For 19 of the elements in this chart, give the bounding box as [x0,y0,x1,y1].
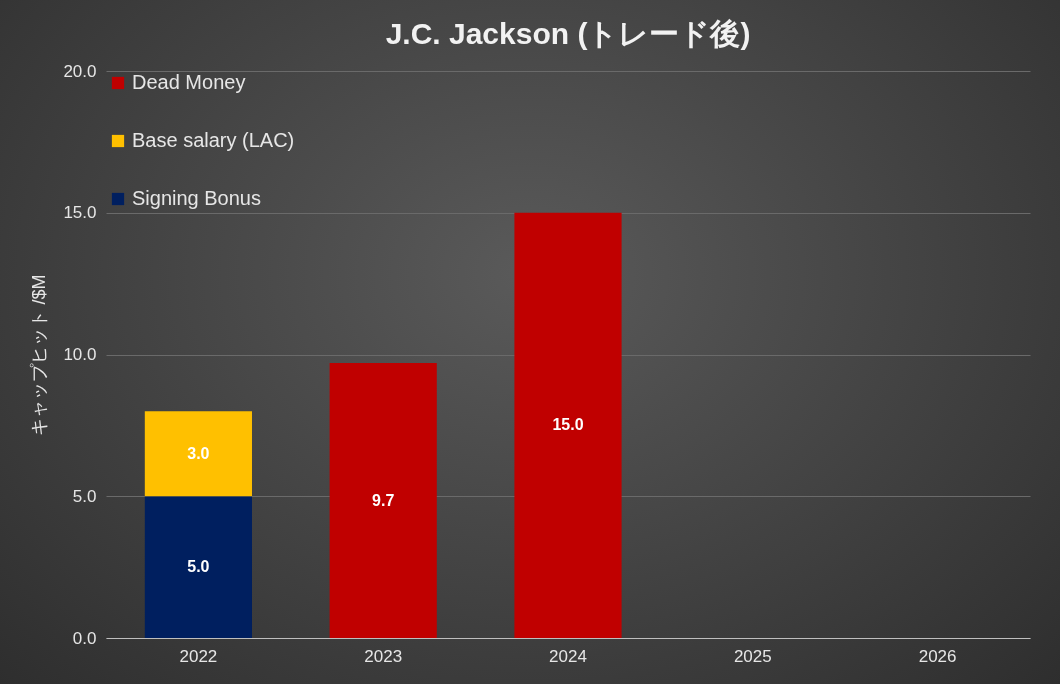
data-label: 5.0 [187,558,210,576]
chart-title: J.C. Jackson (トレード後) [385,17,751,50]
x-tick-label: 2022 [179,646,218,666]
x-tick-label: 2025 [733,646,772,666]
x-tick-label: 2023 [364,646,403,666]
y-tick-label: 5.0 [72,486,97,506]
y-axis-title: キャップヒット /$M [29,274,50,436]
data-label: 15.0 [552,416,584,434]
x-tick-label: 2026 [918,646,957,666]
y-tick-label: 20.0 [63,61,97,81]
legend-label: Base salary (LAC) [132,129,295,151]
data-label: 9.7 [372,491,395,509]
legend-label: Signing Bonus [132,187,261,209]
y-tick-label: 0.0 [72,628,97,648]
y-tick-label: 15.0 [63,203,97,223]
legend-label: Dead Money [132,71,246,93]
data-label: 3.0 [187,444,210,462]
y-tick-label: 10.0 [63,345,97,364]
x-tick-label: 2024 [549,646,587,666]
